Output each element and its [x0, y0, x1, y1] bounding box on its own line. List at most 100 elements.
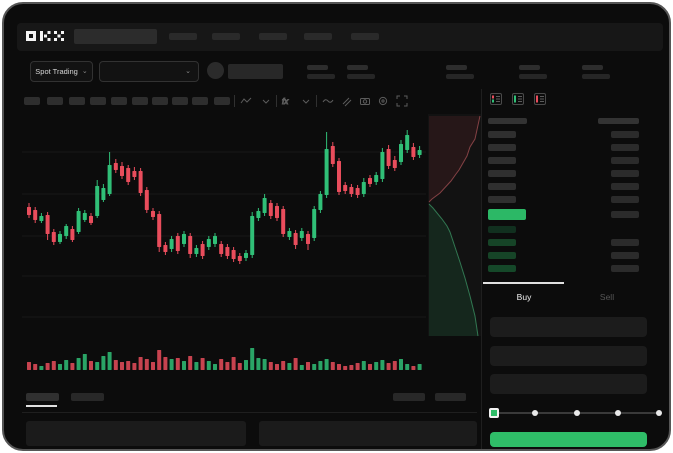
volume-bar: [95, 362, 100, 370]
slider-handle[interactable]: [489, 408, 499, 418]
candle-body: [206, 239, 211, 247]
ask-price-placeholder[interactable]: [488, 157, 516, 164]
ask-price-placeholder[interactable]: [488, 170, 516, 177]
timeframe-button-placeholder[interactable]: [111, 97, 127, 105]
candle-body: [237, 256, 242, 261]
timeframe-button-placeholder[interactable]: [132, 97, 148, 105]
bid-price-placeholder[interactable]: [488, 226, 516, 233]
compare-icon[interactable]: [340, 95, 352, 107]
bottom-action-placeholder[interactable]: [393, 393, 425, 401]
candle-body: [275, 206, 279, 218]
timeframe-button-placeholder[interactable]: [69, 97, 85, 105]
timeframe-button-placeholder[interactable]: [47, 97, 63, 105]
nav-item-placeholder[interactable]: [304, 33, 332, 40]
candle-body: [64, 226, 69, 236]
nav-primary-placeholder[interactable]: [74, 29, 157, 44]
candle-body: [361, 182, 366, 194]
slider-stop[interactable]: [573, 410, 580, 416]
candle-body: [163, 245, 168, 252]
ask-price-placeholder[interactable]: [488, 183, 516, 190]
bid-price-placeholder[interactable]: [488, 239, 516, 246]
tab-sell[interactable]: Sell: [599, 292, 615, 302]
candle-body: [27, 207, 31, 215]
volume-bar: [58, 364, 62, 370]
slider-stop[interactable]: [656, 410, 662, 416]
volume-bar: [138, 357, 143, 370]
candle-body: [392, 160, 397, 168]
stat-label-placeholder: [347, 65, 368, 70]
price-chart[interactable]: [4, 4, 671, 451]
volume-bar: [188, 356, 193, 370]
amount-input-placeholder[interactable]: [490, 346, 647, 366]
market-type-selector[interactable]: Spot Trading ⌄: [30, 61, 93, 82]
chevron-down-icon[interactable]: [260, 95, 272, 107]
okx-logo-icon[interactable]: [26, 31, 66, 41]
timeframe-button-placeholder[interactable]: [214, 97, 230, 105]
volume-bar: [107, 352, 112, 370]
slider-stop[interactable]: [614, 410, 621, 416]
volume-bar: [287, 363, 292, 370]
bottom-tab-placeholder[interactable]: [71, 393, 104, 401]
volume-bar: [200, 358, 205, 370]
bottom-tab-active-placeholder[interactable]: [26, 393, 59, 401]
ask-price-placeholder[interactable]: [488, 196, 516, 203]
pair-name-placeholder: [228, 64, 283, 79]
buy-submit-button[interactable]: [490, 432, 647, 447]
nav-item-placeholder[interactable]: [259, 33, 287, 40]
candle-body: [45, 215, 50, 234]
ask-price-placeholder[interactable]: [488, 144, 516, 151]
candle-body: [244, 253, 248, 258]
volume-bar: [368, 364, 372, 370]
book-combined-icon[interactable]: [490, 93, 502, 105]
price-input-placeholder[interactable]: [490, 317, 647, 337]
tab-buy[interactable]: Buy: [516, 292, 532, 302]
candle-body: [386, 149, 391, 166]
candle-body: [262, 198, 267, 213]
timeframe-button-placeholder[interactable]: [172, 97, 188, 105]
last-price-bar[interactable]: [488, 209, 526, 220]
candle-body: [194, 248, 199, 254]
candle-body: [200, 244, 205, 256]
bid-price-placeholder[interactable]: [488, 252, 516, 259]
bid-price-placeholder[interactable]: [488, 265, 516, 272]
nav-item-placeholder[interactable]: [212, 33, 240, 40]
book-asks-icon[interactable]: [534, 93, 546, 105]
volume-bar: [268, 362, 273, 370]
settings-icon[interactable]: [377, 95, 389, 107]
fullscreen-icon[interactable]: [396, 95, 408, 107]
nav-item-placeholder[interactable]: [169, 33, 197, 40]
chevron-down-icon[interactable]: [300, 95, 312, 107]
candle-body: [405, 135, 410, 150]
volume-bar: [39, 366, 44, 370]
candle-body: [120, 166, 124, 176]
book-bids-icon[interactable]: [512, 93, 524, 105]
timeframe-button-placeholder[interactable]: [152, 97, 168, 105]
pair-selector-dropdown[interactable]: ⌄: [99, 61, 199, 82]
timeframe-button-placeholder[interactable]: [90, 97, 106, 105]
bottom-block-placeholder: [259, 421, 477, 446]
nav-item-placeholder[interactable]: [351, 33, 379, 40]
slider-stop[interactable]: [532, 410, 539, 416]
candle-body: [51, 232, 56, 242]
line-tool-icon[interactable]: [322, 95, 334, 107]
candle-body: [231, 250, 236, 259]
ask-amount-placeholder: [611, 211, 639, 218]
timeframe-button-placeholder[interactable]: [24, 97, 40, 105]
candle-body: [330, 146, 335, 164]
timeframe-button-placeholder[interactable]: [192, 97, 208, 105]
candle-body: [250, 216, 255, 255]
indicator-icon[interactable]: fx: [281, 95, 293, 107]
candle-body: [380, 152, 385, 179]
volume-bar: [337, 364, 341, 370]
camera-icon[interactable]: [359, 95, 371, 107]
candle-style-icon[interactable]: [240, 95, 252, 107]
candle-body: [138, 171, 143, 193]
candle-body: [169, 239, 174, 249]
bottom-action-placeholder[interactable]: [435, 393, 466, 401]
volume-bar: [194, 362, 199, 370]
stat-value-placeholder: [446, 74, 474, 79]
ask-price-placeholder[interactable]: [488, 131, 516, 138]
volume-bar: [101, 356, 106, 370]
total-input-placeholder[interactable]: [490, 374, 647, 394]
